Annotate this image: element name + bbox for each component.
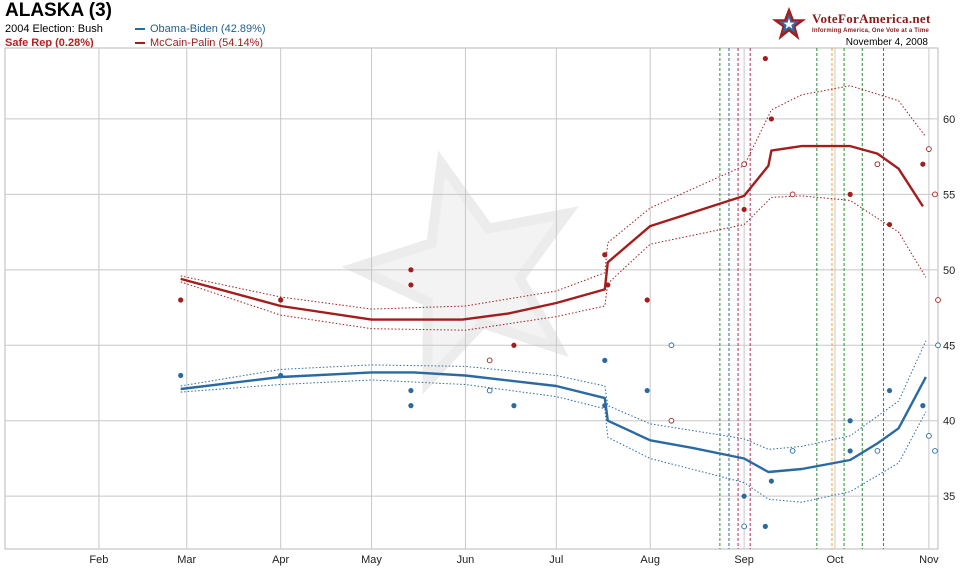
legend-dem-swatch (135, 28, 145, 31)
x-tick-label: Nov (919, 554, 939, 566)
rep-poll-point-open (486, 357, 493, 364)
dem-poll-point (741, 493, 747, 499)
rep-poll-point (762, 55, 768, 62)
dem-poll-point (768, 478, 774, 484)
y-tick-label: 40 (943, 416, 955, 428)
star-logo-icon (771, 6, 807, 41)
x-tick-label: Apr (272, 554, 289, 566)
rep-poll-point (511, 342, 517, 348)
dem-poll-point (602, 357, 608, 363)
y-tick-label: 55 (943, 189, 955, 201)
x-tick-label: Aug (640, 554, 660, 566)
chart-date: November 4, 2008 (845, 37, 928, 48)
rep-trend-line (180, 144, 924, 321)
rep-poll-point (644, 297, 650, 303)
legend-dem: Obama-Biden (42.89%) (135, 23, 266, 35)
x-tick-label: Feb (89, 554, 108, 566)
dem-poll-point-open (932, 448, 938, 454)
rep-poll-point (886, 221, 893, 228)
logo-name: VoteForAmerica.net (812, 11, 931, 26)
x-tick-label: Jul (549, 554, 563, 566)
rep-poll-point-open (668, 417, 675, 424)
rep-poll-point (178, 297, 184, 303)
x-tick-label: Sep (734, 554, 754, 566)
rep-poll-point-open (874, 161, 881, 168)
dem-poll-point (511, 403, 517, 409)
rep-poll-point (408, 267, 414, 273)
rep-poll-point (920, 161, 926, 167)
dem-poll-point (408, 387, 414, 394)
x-tick-label: Jun (457, 554, 475, 566)
x-tick-label: Oct (826, 554, 843, 566)
y-tick-label: 45 (943, 340, 955, 352)
dem-poll-point (644, 387, 650, 394)
rep-lower-band (180, 195, 927, 331)
rep-poll-point-open (935, 297, 941, 303)
rep-poll-point-open (932, 191, 938, 198)
page-title: ALASKA (3) (5, 0, 112, 21)
rep-poll-point-open (789, 191, 796, 198)
dem-poll-point-open (789, 448, 796, 454)
rep-poll-point (278, 297, 284, 303)
logo-tagline: Informing America, One Vote at a Time (812, 28, 929, 34)
dem-poll-point (762, 523, 768, 529)
dem-poll-point (886, 387, 893, 394)
rep-poll-point (602, 252, 608, 258)
y-tick-label: 60 (943, 114, 955, 126)
dem-lower-band (180, 379, 927, 503)
dem-poll-point (178, 372, 184, 379)
poll-points (178, 55, 941, 530)
legend-rep-label: McCain-Palin (54.14%) (150, 37, 264, 49)
site-logo[interactable]: VoteForAmerica.net Informing America, On… (770, 5, 940, 45)
dem-poll-point-open (935, 342, 941, 349)
rep-poll-point (768, 116, 774, 122)
y-tick-label: 35 (943, 491, 955, 503)
axes: Feb Mar Apr May Jun Jul Aug Sep Oct Nov 35 40 45 50 55… (89, 114, 955, 566)
y-tick-label: 50 (943, 265, 955, 277)
legend-rep-swatch (135, 42, 145, 45)
rep-poll-point (605, 282, 611, 288)
dem-poll-point (408, 403, 414, 409)
dem-poll-point-open (668, 342, 675, 349)
dem-poll-point (847, 418, 853, 424)
watermark-star (341, 150, 579, 395)
dem-poll-point-open (926, 432, 932, 439)
dem-poll-point-open (741, 523, 747, 530)
rep-poll-point-open (926, 146, 932, 152)
x-tick-label: Mar (177, 554, 196, 566)
dem-trend-line (180, 371, 927, 474)
x-tick-label: May (361, 554, 382, 566)
star-watermark-icon (341, 150, 579, 395)
rep-poll-point (741, 206, 747, 213)
dem-poll-point-open (874, 448, 881, 454)
rating-label: Safe Rep (0.28%) (5, 37, 94, 49)
rep-poll-point-open (741, 161, 747, 168)
rep-upper-band (180, 85, 927, 310)
dem-poll-point (602, 403, 608, 409)
rep-poll-point (408, 282, 414, 288)
dem-poll-point (847, 448, 853, 454)
legend-dem-label: Obama-Biden (42.89%) (150, 23, 266, 35)
legend-rep: McCain-Palin (54.14%) (135, 37, 263, 49)
trend-lines (180, 144, 927, 474)
confidence-bands (180, 85, 927, 503)
dem-poll-point-open (486, 387, 493, 394)
dem-upper-band (180, 340, 927, 450)
prev-election-label: 2004 Election: Bush (5, 23, 103, 35)
rep-poll-point (847, 191, 853, 197)
dem-poll-point (920, 403, 926, 409)
dem-poll-point (278, 372, 284, 379)
